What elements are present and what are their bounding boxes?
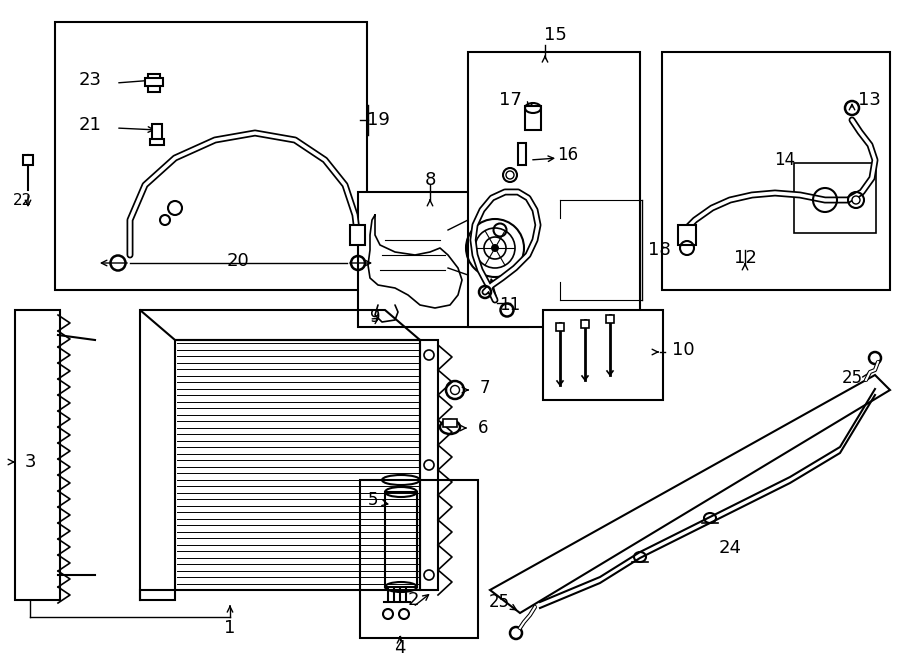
Bar <box>543 310 663 400</box>
Text: 9: 9 <box>370 308 381 326</box>
Text: 19: 19 <box>366 111 390 129</box>
Bar <box>360 480 478 638</box>
Text: 25: 25 <box>489 593 510 611</box>
Text: 5: 5 <box>367 491 378 509</box>
Text: 13: 13 <box>858 91 881 109</box>
Text: 23: 23 <box>78 71 102 89</box>
Text: 7: 7 <box>480 379 491 397</box>
Text: 1: 1 <box>224 619 236 637</box>
Text: 2: 2 <box>408 591 418 609</box>
Text: 20: 20 <box>227 252 249 270</box>
Bar <box>358 192 528 327</box>
Bar <box>385 492 417 587</box>
Text: 18: 18 <box>648 241 670 259</box>
Bar <box>606 315 614 323</box>
Text: 21: 21 <box>78 116 102 134</box>
Text: 24: 24 <box>718 539 742 557</box>
Text: 16: 16 <box>557 146 579 164</box>
Bar <box>145 78 163 86</box>
Bar <box>525 106 541 130</box>
Bar <box>148 74 160 92</box>
Bar <box>678 225 696 245</box>
Ellipse shape <box>506 171 514 179</box>
Bar <box>152 124 162 140</box>
Bar <box>468 52 640 327</box>
Bar <box>518 143 526 165</box>
Text: 25: 25 <box>842 369 863 387</box>
Bar <box>581 320 589 328</box>
Text: 4: 4 <box>394 639 406 657</box>
Ellipse shape <box>491 244 499 252</box>
Bar <box>23 155 33 165</box>
Bar <box>150 139 164 145</box>
Text: 12: 12 <box>734 249 756 267</box>
Text: 6: 6 <box>478 419 489 437</box>
Text: 11: 11 <box>500 296 520 314</box>
Text: 3: 3 <box>24 453 36 471</box>
Text: 10: 10 <box>672 341 695 359</box>
Bar <box>55 22 367 290</box>
Ellipse shape <box>852 196 860 204</box>
Text: 22: 22 <box>13 193 32 207</box>
Text: 14: 14 <box>774 151 795 169</box>
Bar <box>443 419 457 427</box>
Bar <box>794 163 876 233</box>
Bar <box>662 52 890 290</box>
Text: 8: 8 <box>424 171 436 189</box>
Bar <box>350 225 365 245</box>
Text: 17: 17 <box>499 91 521 109</box>
Bar <box>556 323 564 331</box>
Ellipse shape <box>451 385 460 395</box>
Text: 15: 15 <box>544 26 566 44</box>
